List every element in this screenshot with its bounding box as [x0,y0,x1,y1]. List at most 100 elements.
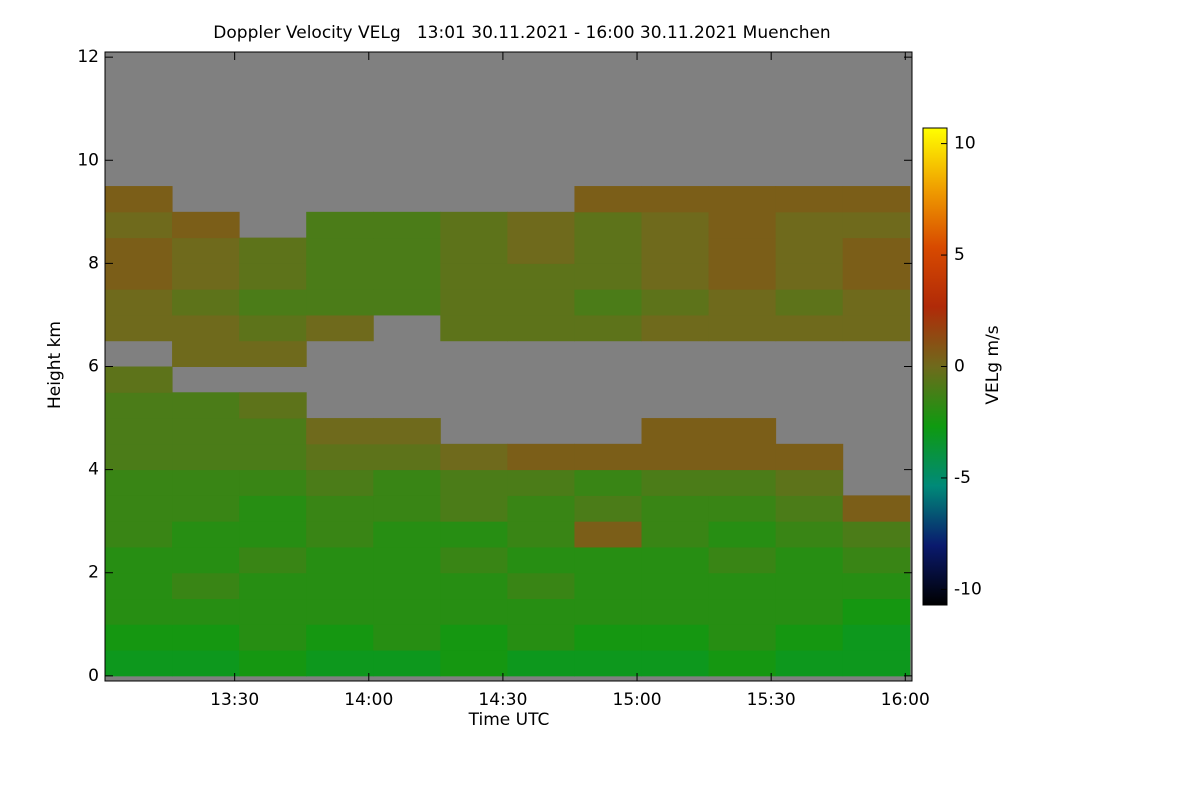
heatmap-cell [373,572,441,600]
heatmap-cell [306,572,374,600]
heatmap-cell [105,546,173,574]
heatmap-cell [842,572,911,600]
heatmap-cell [373,598,441,625]
heatmap-cell [641,469,710,496]
heatmap-cell [775,598,844,625]
heatmap-cell [239,546,307,574]
heatmap-cell [172,521,240,548]
colorbar-tick-label: -10 [954,579,982,599]
colorbar-tick-label: 0 [954,357,965,377]
heatmap-cell [239,289,307,316]
heatmap-cell [708,624,777,651]
heatmap-cell [440,546,508,574]
heatmap-cell [172,314,240,342]
heatmap-cell [775,546,844,574]
heatmap-cell [708,211,777,239]
heatmap-cell [239,521,307,548]
heatmap-cell [842,598,911,625]
y-tick-label: 4 [88,460,99,480]
colorbar-tick-label: 10 [954,134,976,154]
heatmap-cell [708,546,777,574]
x-tick-label: 16:00 [881,690,930,710]
x-axis-label: Time UTC [468,710,550,730]
heatmap-cell [708,263,777,290]
heatmap-cell [507,546,575,574]
heatmap-cell [775,469,844,496]
heatmap-cell [574,495,643,522]
heatmap-cell [775,314,844,342]
heatmap-cell [105,237,173,264]
heatmap-cell [105,186,173,213]
heatmap-cell [373,443,441,471]
colorbar-tick-label: -5 [954,468,971,488]
y-tick-label: 0 [88,666,99,686]
heatmap-cell [440,495,508,522]
heatmap-cell [306,443,374,471]
heatmap-cell [373,495,441,522]
heatmap-cell [172,211,240,239]
heatmap-cell [574,598,643,625]
heatmap-cell [306,598,374,625]
heatmap-cell [239,263,307,290]
heatmap-cell [641,314,710,342]
heatmap-cell [641,237,710,264]
heatmap-cell [775,263,844,290]
heatmap-cell [775,186,844,213]
heatmap-cell [440,443,508,471]
heatmap-cell [842,186,911,213]
heatmap-cell [708,289,777,316]
heatmap-cell [708,314,777,342]
heatmap-cell [239,314,307,342]
heatmap-cell [440,469,508,496]
heatmap-cell [440,650,508,677]
heatmap-cell [105,521,173,548]
heatmap-cell [373,211,441,239]
heatmap-cell [574,289,643,316]
y-tick-label: 12 [77,47,99,67]
heatmap-cell [105,263,173,290]
colorbar-label: VELg m/s [983,325,1003,404]
heatmap-cell [306,418,374,445]
heatmap-cell [440,598,508,625]
heatmap-cell [105,469,173,496]
heatmap-cell [105,624,173,651]
heatmap-cell [306,521,374,548]
heatmap-cell [574,263,643,290]
heatmap-cell [775,289,844,316]
heatmap-cell [574,546,643,574]
heatmap-cell [708,521,777,548]
heatmap-cell [574,314,643,342]
y-axis-label: Height km [45,321,65,409]
heatmap-cell [373,418,441,445]
heatmap-cell [239,495,307,522]
y-tick-label: 8 [88,253,99,273]
heatmap-cell [842,263,911,290]
heatmap-cell [641,650,710,677]
heatmap-cell [507,443,575,471]
heatmap-cell [440,289,508,316]
heatmap-cell [172,418,240,445]
heatmap-cell [842,314,911,342]
heatmap-cell [239,418,307,445]
heatmap-cell [172,392,240,419]
heatmap-cell [842,624,911,651]
heatmap-cell [306,289,374,316]
heatmap-cell [842,237,911,264]
heatmap-cell [507,521,575,548]
heatmap-cell [708,237,777,264]
x-tick-label: 13:30 [210,690,259,710]
heatmap-cell [440,572,508,600]
heatmap-cell [641,495,710,522]
heatmap-cell [105,443,173,471]
y-tick-label: 2 [88,563,99,583]
heatmap-cell [105,289,173,316]
heatmap-cell [641,521,710,548]
heatmap-cell [574,650,643,677]
heatmap-cell [507,263,575,290]
heatmap-cell [641,572,710,600]
heatmap-cell [641,211,710,239]
heatmap-cell [842,211,911,239]
heatmap-cell [507,211,575,239]
heatmap-cell [574,469,643,496]
